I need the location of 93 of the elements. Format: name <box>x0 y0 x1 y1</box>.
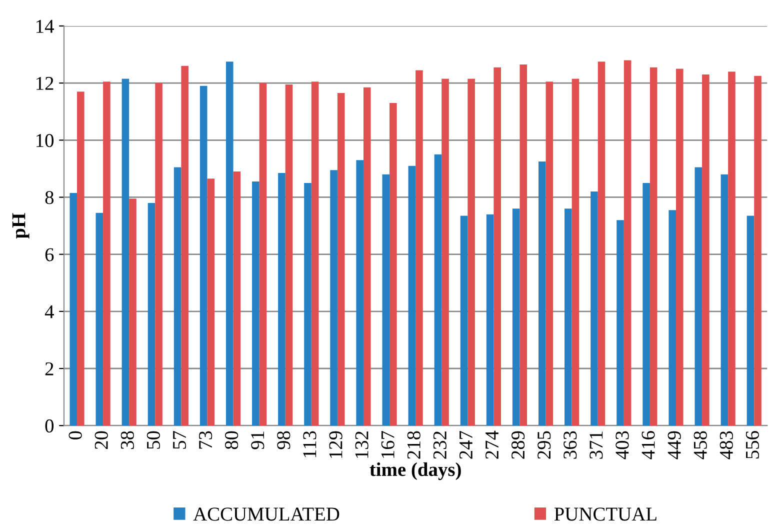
legend-label: ACCUMULATED <box>193 508 340 521</box>
x-tick-label: 167 <box>381 431 394 458</box>
bar <box>434 154 442 426</box>
x-tick-label: 289 <box>511 431 525 459</box>
x-tick-label: 91 <box>251 432 264 450</box>
bar <box>70 192 78 426</box>
bar <box>337 93 345 426</box>
x-tick-label: 274 <box>485 430 498 459</box>
bar <box>642 182 650 426</box>
bar <box>598 62 606 426</box>
bar <box>442 78 449 426</box>
bar <box>538 162 546 426</box>
bar <box>546 82 554 426</box>
bar <box>259 83 267 426</box>
bar <box>233 172 241 426</box>
x-axis-title: time (days) <box>370 462 461 480</box>
bar <box>304 182 312 426</box>
x-tick-label: 416 <box>642 431 655 460</box>
bar <box>512 208 520 426</box>
x-tick-label: 73 <box>199 431 212 449</box>
bar <box>564 208 572 426</box>
x-tick-label: 403 <box>616 431 629 460</box>
x-tick-label: 98 <box>277 431 290 450</box>
bar <box>468 78 475 426</box>
bar <box>200 86 208 426</box>
x-tick-label: 57 <box>173 431 186 449</box>
bar <box>356 160 364 426</box>
y-tick-label: 6 <box>45 248 54 262</box>
bar <box>363 87 371 426</box>
y-tick-label: 0 <box>45 419 54 433</box>
x-tick-label: 363 <box>564 431 577 459</box>
bar <box>486 214 494 426</box>
bar <box>382 174 390 426</box>
bar <box>572 78 580 426</box>
bar <box>746 216 754 426</box>
bar <box>728 72 736 426</box>
x-tick-label: 371 <box>590 432 603 459</box>
y-tick-label: 12 <box>36 76 54 90</box>
bar <box>226 62 234 426</box>
x-tick-label: 247 <box>459 431 472 459</box>
bar <box>122 78 130 426</box>
bar <box>668 210 676 426</box>
y-axis-title: pH <box>12 213 30 238</box>
x-tick-label: 232 <box>433 432 446 459</box>
bar <box>754 76 762 426</box>
bar <box>416 70 423 426</box>
y-tick-label: 10 <box>36 134 54 148</box>
x-tick-label: 38 <box>120 431 134 449</box>
x-tick-label: 50 <box>146 431 160 449</box>
bar <box>278 172 286 426</box>
bar <box>181 66 188 426</box>
bar <box>285 84 293 426</box>
x-tick-label: 20 <box>94 431 108 450</box>
x-tick-label: 295 <box>538 431 551 459</box>
bar <box>720 174 728 426</box>
x-tick-label: 556 <box>746 431 759 458</box>
bar <box>390 103 397 426</box>
bar <box>520 64 528 426</box>
x-tick-label: 483 <box>720 431 733 460</box>
bar <box>207 178 215 426</box>
bar <box>702 74 710 426</box>
bar <box>252 182 260 426</box>
bar <box>408 166 416 426</box>
bar <box>174 167 182 426</box>
bar <box>624 60 632 426</box>
x-tick-label: 113 <box>303 431 316 458</box>
bar <box>676 68 684 426</box>
y-tick-label: 14 <box>36 20 54 33</box>
x-tick-label: 132 <box>355 432 368 458</box>
bar <box>129 198 136 426</box>
bar <box>155 83 162 426</box>
bar <box>694 167 702 426</box>
bar <box>330 170 338 426</box>
x-tick-label: 129 <box>329 431 342 458</box>
bar <box>148 202 156 426</box>
x-tick-label: 80 <box>225 431 238 450</box>
bar <box>311 82 319 426</box>
bar <box>103 82 110 426</box>
x-tick-label: 218 <box>407 431 420 459</box>
x-tick-label: 458 <box>694 431 707 460</box>
bar <box>650 67 658 426</box>
y-tick-label: 2 <box>45 362 54 376</box>
y-tick-label: 4 <box>44 305 54 318</box>
legend-label: PUNCTUAL <box>554 508 656 521</box>
bar <box>616 220 624 426</box>
y-tick-label: 8 <box>45 191 54 204</box>
x-tick-label: 0 <box>68 431 82 440</box>
bar <box>590 192 598 426</box>
bar <box>460 216 468 426</box>
bar <box>77 92 84 426</box>
bar <box>494 67 501 426</box>
x-tick-label: 449 <box>668 431 681 460</box>
bar <box>96 212 104 426</box>
